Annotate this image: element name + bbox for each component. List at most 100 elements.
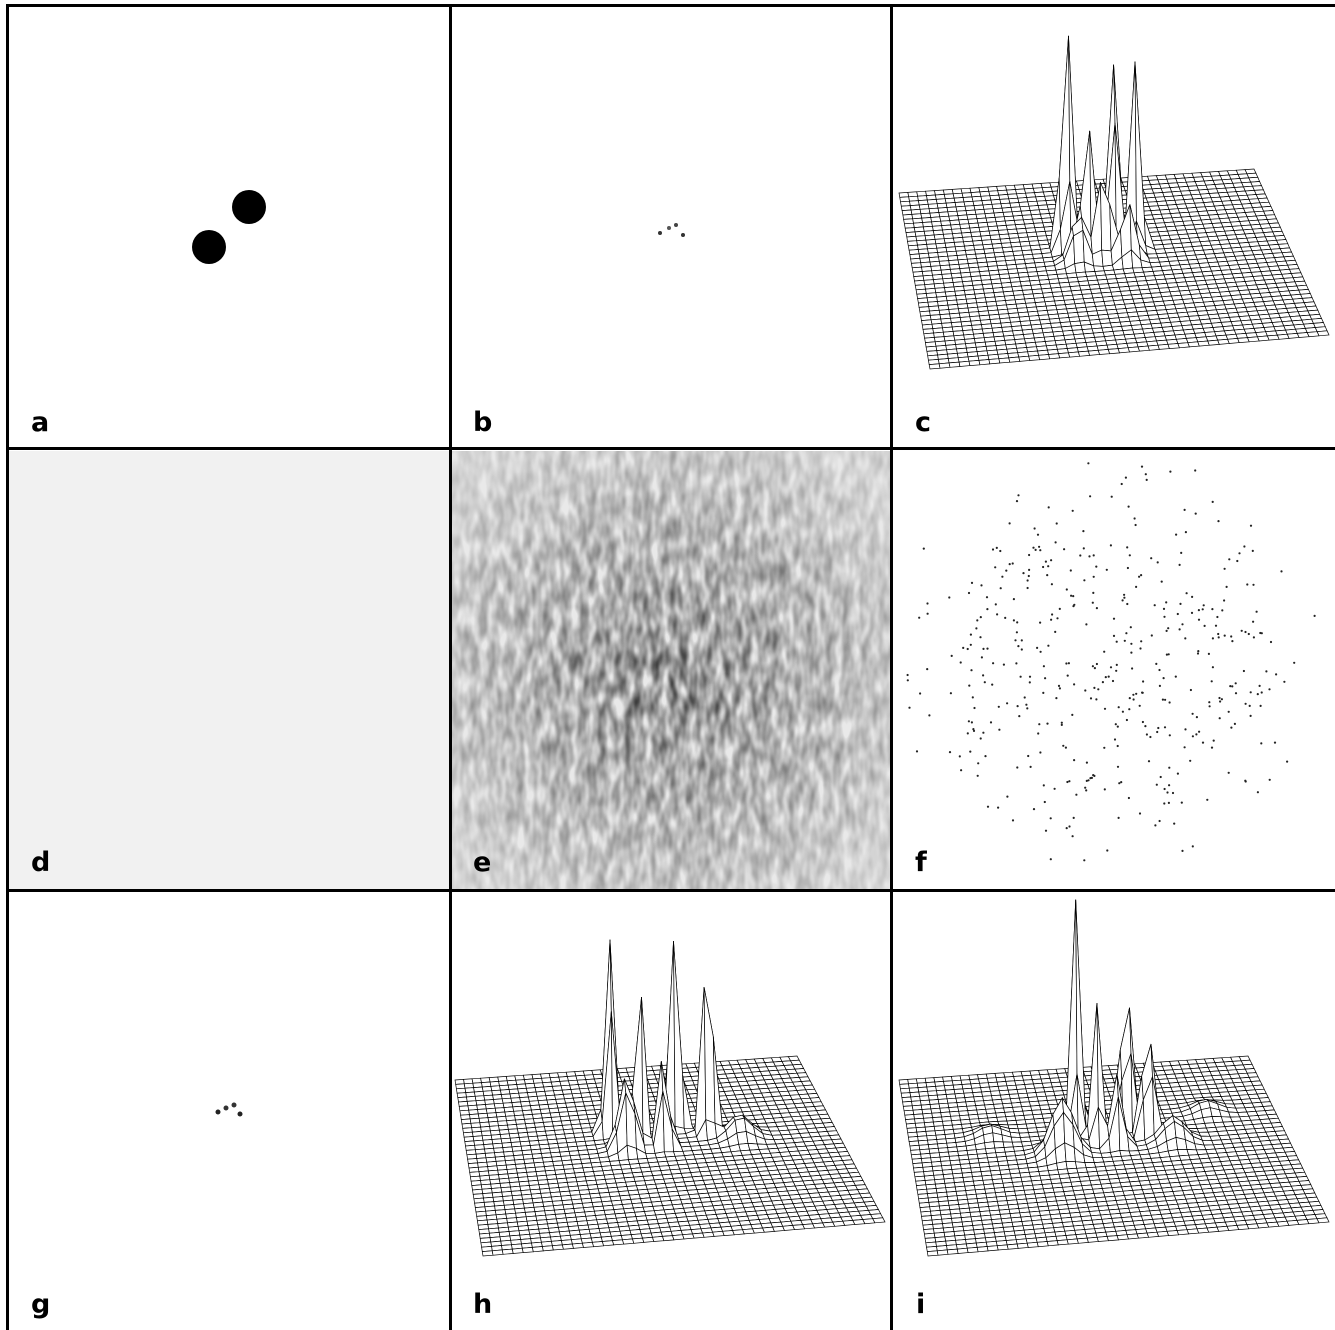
photon-dot	[926, 602, 929, 605]
photon-dot	[1248, 704, 1251, 707]
surface-facet	[988, 358, 1001, 365]
photon-dot	[1053, 787, 1056, 790]
surface-facet	[511, 1247, 524, 1254]
photon-dot	[1161, 698, 1164, 701]
photon-dot	[970, 721, 973, 724]
photon-dot	[999, 549, 1002, 553]
photon-dot	[949, 692, 952, 695]
photon-dot	[1095, 698, 1098, 701]
photon-dot	[1217, 632, 1220, 636]
photon-dot	[1220, 698, 1223, 701]
photon-dot	[1112, 634, 1116, 637]
surface-facet	[601, 1240, 615, 1247]
photon-dot	[1028, 675, 1032, 678]
surface-facet	[1074, 261, 1086, 274]
photon-dot	[994, 566, 997, 569]
photon-dot	[1183, 508, 1186, 511]
photon-dot	[1027, 754, 1030, 758]
surface-facet	[1197, 340, 1210, 347]
photon-dot	[948, 751, 952, 754]
photon-dot	[1092, 774, 1095, 777]
photon-dot	[1227, 771, 1230, 774]
photon-dot	[1208, 705, 1211, 708]
photon-dot	[1054, 541, 1057, 544]
photon-dot	[1167, 653, 1170, 656]
photon-dot	[1160, 580, 1163, 583]
surface-facet	[673, 941, 685, 1129]
photon-dot	[1057, 684, 1061, 687]
surface-facet	[1087, 349, 1101, 356]
photon-dot	[973, 706, 976, 710]
photon-dot	[1191, 712, 1194, 715]
photon-dot	[1265, 670, 1268, 673]
photon-dot	[1036, 533, 1040, 536]
photon-dot	[1047, 644, 1050, 647]
surface-facet	[591, 1241, 605, 1248]
photon-dot	[1005, 569, 1008, 572]
photon-dot	[1072, 816, 1075, 819]
panel-label: b	[473, 407, 493, 438]
photon-dot	[1026, 586, 1029, 590]
photon-dot	[1176, 772, 1179, 775]
autocorr-dot	[681, 233, 685, 237]
surface-facet	[1028, 354, 1041, 361]
photon-dot	[1027, 574, 1030, 578]
surface-facet	[491, 1249, 504, 1256]
photon-dot	[999, 587, 1002, 590]
photon-dot	[1158, 668, 1161, 672]
photon-dot	[1130, 642, 1133, 645]
photon-dot	[1144, 473, 1147, 476]
surface-facet	[1058, 352, 1071, 359]
photon-dot	[1194, 512, 1197, 515]
photon-dot	[1050, 559, 1053, 562]
surface-facet	[571, 1242, 584, 1249]
photon-dot	[1181, 623, 1184, 626]
photon-dot	[1092, 575, 1095, 578]
surface-facet	[1056, 1160, 1068, 1171]
surface-facet	[481, 1250, 494, 1257]
photon-dot	[1025, 703, 1028, 706]
surface-facet	[642, 1236, 655, 1243]
photon-dot	[1145, 733, 1148, 736]
photon-dot	[1128, 697, 1131, 700]
photon-dot	[1252, 620, 1255, 623]
photon-dot	[1162, 677, 1165, 680]
photon-dot	[1138, 704, 1141, 707]
photon-dot	[979, 636, 982, 639]
photon-dot	[1180, 551, 1183, 554]
photon-dot	[1008, 563, 1011, 566]
photon-dot	[967, 591, 971, 595]
photon-dot	[1259, 704, 1262, 707]
photon-dot	[1163, 726, 1167, 729]
fringe-pattern	[8, 451, 450, 890]
photon-dot	[1195, 733, 1198, 736]
photon-dot	[980, 584, 983, 587]
photon-events	[906, 462, 1316, 862]
photon-dot	[1073, 683, 1076, 686]
photon-dot	[1150, 557, 1153, 560]
photon-dot	[972, 728, 975, 731]
photon-dot	[1255, 610, 1258, 613]
photon-dot	[1140, 465, 1144, 468]
photon-dot	[1173, 822, 1176, 825]
photon-dot	[1283, 680, 1286, 683]
photon-dot	[1203, 624, 1206, 627]
photon-dot	[1067, 662, 1070, 665]
photon-dot	[1145, 478, 1148, 481]
photon-dot	[1189, 688, 1192, 692]
photon-dot	[906, 679, 909, 682]
panel-label: h	[473, 1289, 493, 1320]
photon-dot	[1017, 645, 1020, 648]
photon-dot	[976, 619, 979, 622]
photon-dot	[1210, 746, 1214, 749]
object-disc	[232, 190, 266, 224]
photon-dot	[1234, 682, 1237, 685]
photon-dot	[1016, 705, 1019, 708]
surface-facet	[958, 360, 971, 367]
panel-i: i	[893, 893, 1335, 1330]
photon-dot	[1121, 710, 1124, 713]
surface-facet	[692, 1232, 705, 1239]
surface-facet	[632, 1237, 645, 1244]
photon-dot	[1120, 482, 1123, 486]
photon-dot	[1089, 495, 1092, 498]
